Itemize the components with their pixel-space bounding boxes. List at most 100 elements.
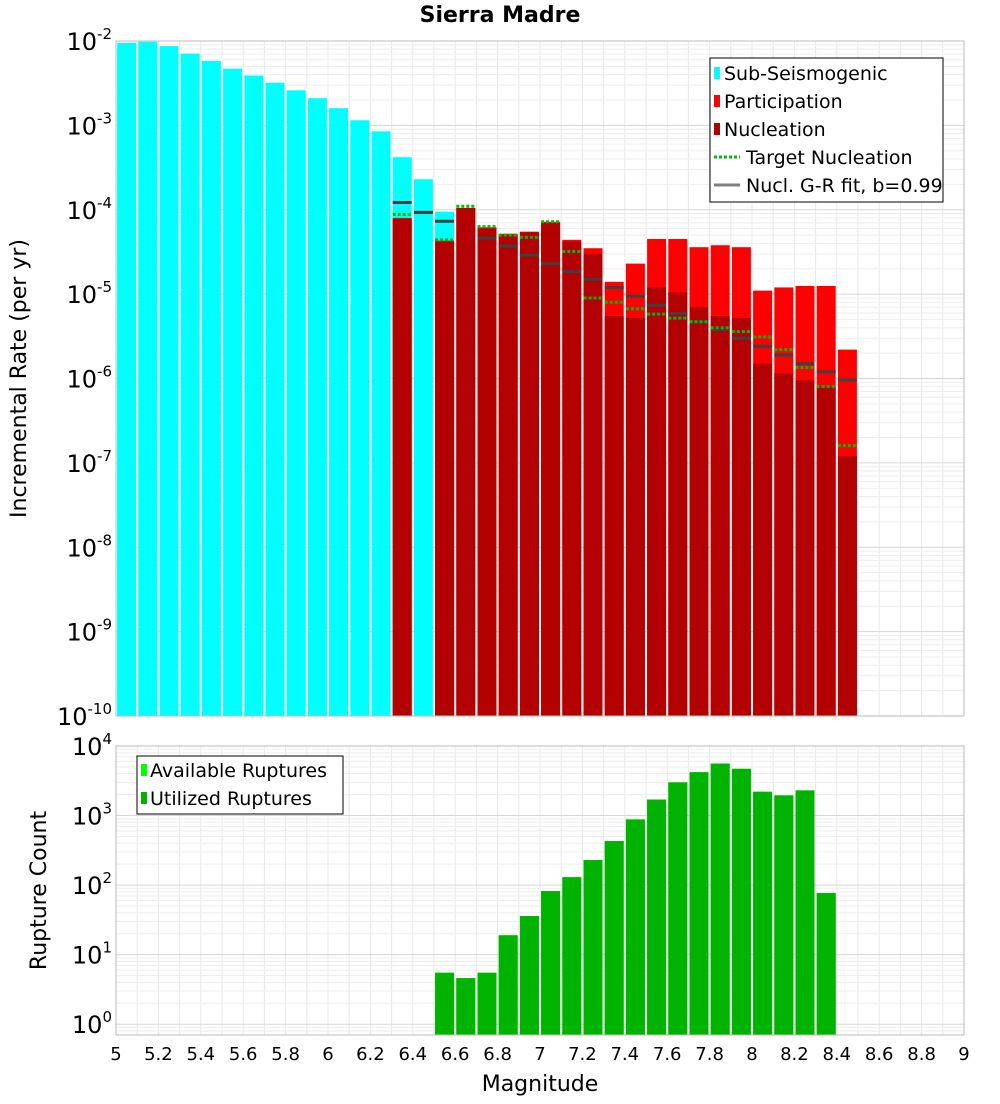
utilized-ruptures-bar [541, 891, 561, 1035]
utilized-ruptures-bar [647, 799, 667, 1035]
nucleation-bar [837, 456, 857, 716]
sub-seismogenic-bar [371, 131, 391, 717]
nucleation-bar [731, 318, 751, 716]
nucleation-bar [625, 318, 645, 716]
x-tick-label: 6 [322, 1044, 333, 1065]
sub-seismogenic-bar [180, 53, 200, 717]
sub-seismogenic-bar [201, 60, 221, 717]
y-tick-label: 100 [72, 1008, 112, 1039]
y-tick-label: 101 [72, 939, 112, 970]
utilized-ruptures-bar [604, 841, 624, 1035]
utilized-ruptures-bar [477, 972, 497, 1035]
y-tick-label: 10-5 [66, 278, 112, 309]
nucleation-bar [753, 363, 773, 716]
x-tick-label: 7.2 [568, 1044, 597, 1065]
sub-seismogenic-bar [265, 82, 285, 716]
x-tick-label: 5.2 [144, 1044, 173, 1065]
y-tick-label: 102 [72, 869, 112, 900]
y-tick-label: 10-2 [66, 25, 112, 56]
nucleation-bar [816, 386, 836, 716]
sub-seismogenic-bar [159, 46, 179, 716]
y-axis-label-top: Incremental Rate (per yr) [7, 239, 32, 518]
nucleation-bar [392, 218, 412, 716]
y-tick-label: 10-7 [66, 447, 112, 478]
x-tick-label: 6.2 [356, 1044, 385, 1065]
legend-swatch [714, 95, 720, 107]
top-panel-frame [115, 40, 965, 717]
nucleation-bar [477, 228, 497, 716]
utilized-ruptures-bar [625, 819, 645, 1035]
x-tick-label: 8.6 [865, 1044, 894, 1065]
x-tick-label: 7.8 [695, 1044, 724, 1065]
x-tick-label: 9 [958, 1044, 969, 1065]
top-legend-box [709, 57, 944, 203]
utilized-ruptures-bar [456, 978, 476, 1035]
nucleation-bar [519, 232, 539, 716]
utilized-ruptures-bar [689, 772, 709, 1035]
y-tick-label: 10-4 [66, 194, 112, 225]
y-tick-label: 10-3 [66, 109, 112, 140]
sub-seismogenic-bar [286, 90, 306, 716]
utilized-ruptures-bar [668, 782, 688, 1035]
sub-seismogenic-bar [223, 68, 243, 716]
y-tick-label: 10-8 [66, 531, 112, 562]
utilized-ruptures-bar [774, 795, 794, 1035]
sub-seismogenic-bar [117, 42, 137, 716]
nucleation-bar [647, 287, 667, 716]
x-tick-label: 8.2 [780, 1044, 809, 1065]
nucleation-bar [562, 241, 582, 717]
sub-seismogenic-bar [138, 41, 158, 717]
utilized-ruptures-bar [731, 768, 751, 1035]
utilized-ruptures-bar [583, 859, 603, 1035]
legend-swatch [141, 792, 147, 804]
nucleation-bar [668, 292, 688, 716]
bottom-panel-frame [115, 745, 965, 1036]
nucleation-bar [498, 235, 518, 716]
legend-label: Nucl. G-R fit, b=0.99 [746, 175, 943, 197]
x-axis-label: Magnitude [482, 1072, 599, 1097]
x-tick-label: 7.4 [610, 1044, 639, 1065]
legend-label: Nucleation [724, 119, 826, 141]
utilized-ruptures-bar [519, 915, 539, 1035]
nucleation-bar [435, 241, 455, 717]
legend-swatch [714, 67, 720, 79]
x-tick-label: 7.6 [653, 1044, 682, 1065]
utilized-ruptures-bar [753, 791, 773, 1035]
nucleation-bar [456, 207, 476, 716]
utilized-ruptures-bar [710, 763, 730, 1035]
x-tick-label: 7 [534, 1044, 545, 1065]
sub-seismogenic-bar [244, 75, 264, 717]
x-tick-label: 6.6 [441, 1044, 470, 1065]
nucleation-bar [795, 380, 815, 716]
sub-seismogenic-bar [413, 179, 433, 716]
y-tick-label: 10-6 [66, 363, 112, 394]
nucleation-bar [541, 222, 561, 716]
chart-title: Sierra Madre [420, 3, 581, 28]
x-tick-label: 8 [746, 1044, 757, 1065]
legend-swatch [714, 123, 720, 135]
nucleation-bar [689, 307, 709, 716]
utilized-ruptures-bar [435, 972, 455, 1035]
nucleation-bar [774, 373, 794, 716]
nucleation-bar [710, 316, 730, 716]
legend-label: Available Ruptures [150, 760, 327, 782]
legend-label: Utilized Ruptures [150, 788, 312, 810]
utilized-ruptures-bar [562, 877, 582, 1035]
x-tick-label: 8.8 [907, 1044, 936, 1065]
y-tick-label: 10-9 [66, 616, 112, 647]
bottom-legend-box [136, 755, 344, 815]
sub-seismogenic-bar [350, 120, 370, 717]
sub-seismogenic-bar [307, 98, 327, 716]
x-tick-label: 5.8 [271, 1044, 300, 1065]
x-tick-label: 5.4 [186, 1044, 215, 1065]
utilized-ruptures-bar [795, 790, 815, 1035]
legend-label: Sub-Seismogenic [724, 63, 888, 85]
sub-seismogenic-bar [329, 108, 349, 717]
y-tick-label: 10-10 [57, 700, 112, 731]
y-tick-label: 103 [72, 800, 112, 831]
utilized-ruptures-bar [816, 893, 836, 1035]
x-tick-label: 5.6 [229, 1044, 258, 1065]
x-tick-label: 6.4 [398, 1044, 427, 1065]
